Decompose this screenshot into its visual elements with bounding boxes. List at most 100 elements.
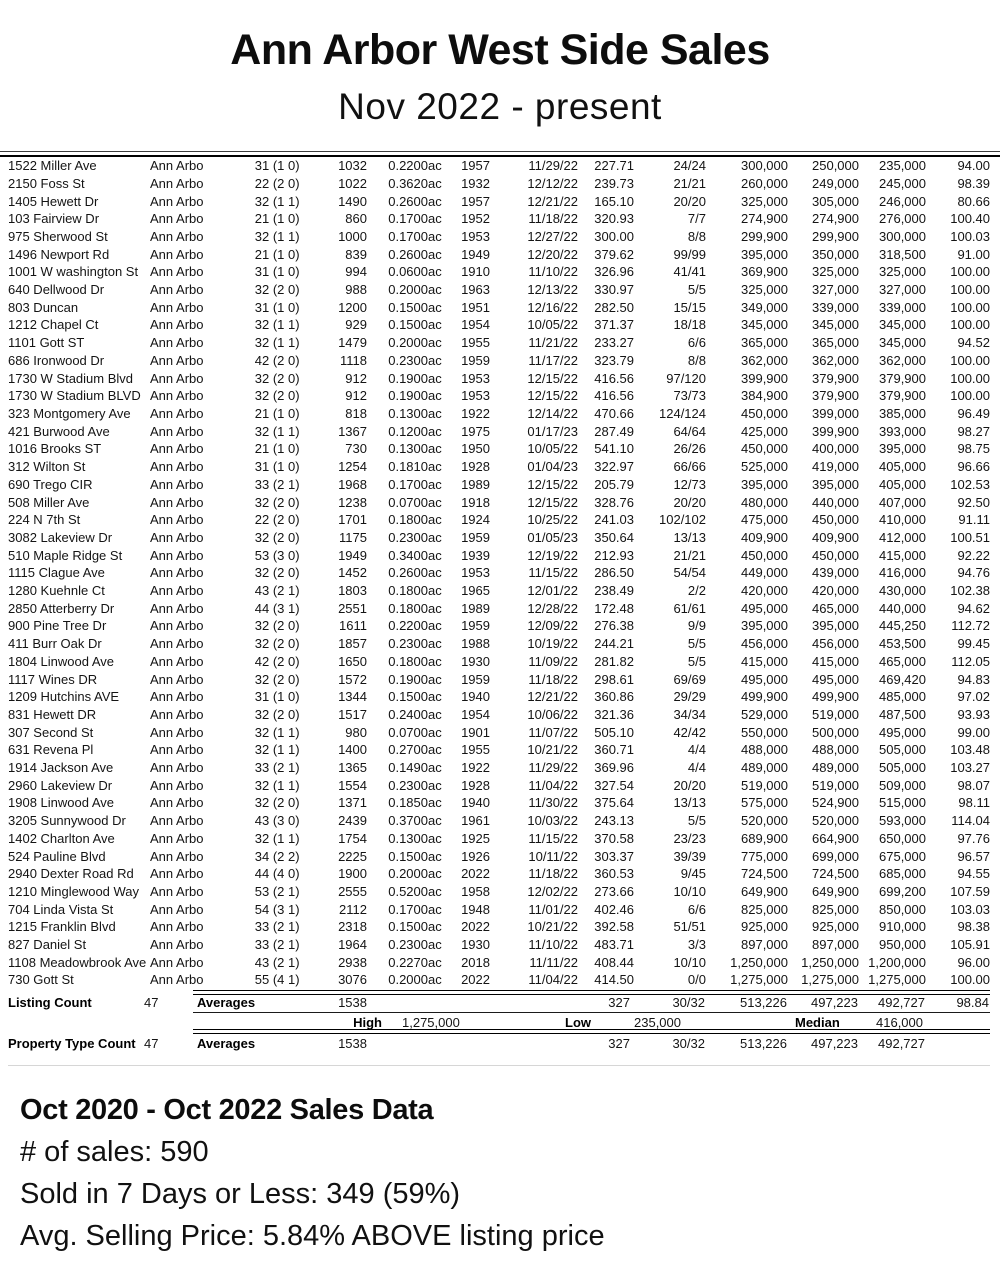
cell-sold-pct: 94.00 xyxy=(957,158,990,174)
cell-acres: 0.1700 xyxy=(388,228,428,244)
cell-sold-price: 407,000 xyxy=(879,494,926,510)
cell-sold-price: 412,000 xyxy=(879,529,926,545)
cell-sqft: 1118 xyxy=(340,352,367,368)
cell-dom: 6/6 xyxy=(687,335,706,351)
cell-sqft: 1371 xyxy=(338,795,367,811)
cell-year-built: 1952 xyxy=(461,211,490,227)
cell-baths: 2 (1 1) xyxy=(262,742,300,758)
cell-price-per-sqft: 327.54 xyxy=(594,777,634,793)
cell-original-price: 575,000 xyxy=(741,795,788,811)
cell-price-per-sqft: 350.64 xyxy=(594,529,634,545)
cell-price-per-sqft: 360.53 xyxy=(594,866,634,882)
cell-list-price: 399,000 xyxy=(812,405,859,421)
cell-price-per-sqft: 165.10 xyxy=(594,193,634,209)
table-row: 3205 Sunnywood Dr Ann Arbo 4 3 (3 0) 2439 0.3… xyxy=(8,812,990,830)
cell-city: Ann Arbo xyxy=(150,600,204,616)
cell-sold-pct: 100.00 xyxy=(950,388,990,404)
table-row: 1280 Kuehnle Ct Ann Arbo 4 3 (2 1) 1803 0.180… xyxy=(8,582,990,600)
cell-original-price: 325,000 xyxy=(741,282,788,298)
cell-dom: 69/69 xyxy=(673,671,706,687)
cell-address: 1016 Brooks ST xyxy=(8,441,102,457)
cell-sold-pct: 91.11 xyxy=(958,512,990,528)
cell-original-price: 369,900 xyxy=(741,264,788,280)
cell-beds: 4 xyxy=(254,954,262,970)
cell-price-per-sqft: 360.71 xyxy=(594,742,634,758)
cell-acres: 0.1800 xyxy=(388,583,428,599)
cell-sale-date: 11/09/22 xyxy=(528,653,578,669)
avg-price-per-sqft: 327 xyxy=(608,995,630,1011)
cell-acres: 0.3700 xyxy=(388,813,428,829)
cell-address: 640 Dellwood Dr xyxy=(8,282,105,298)
cell-price-per-sqft: 273.66 xyxy=(594,883,634,899)
cell-acres: 0.1500 xyxy=(388,317,428,333)
cell-sold-pct: 98.11 xyxy=(958,795,990,811)
cell-price-per-sqft: 303.37 xyxy=(594,848,634,864)
cell-beds: 3 xyxy=(254,423,262,439)
cell-sale-date: 11/01/22 xyxy=(528,901,578,917)
cell-sqft: 1000 xyxy=(338,228,367,244)
cell-baths: 1 (1 0) xyxy=(262,405,300,421)
property-type-count-value: 47 xyxy=(144,1036,159,1052)
cell-sold-pct: 100.00 xyxy=(950,282,990,298)
cell-baths: 4 (3 1) xyxy=(262,600,300,616)
cell-year-built: 1953 xyxy=(461,228,490,244)
cell-sold-pct: 94.52 xyxy=(957,335,990,351)
table-row: 1730 W Stadium Blvd Ann Arbo 3 2 (2 0) 912 0.… xyxy=(8,370,990,388)
table-row: 900 Pine Tree Dr Ann Arbo 3 2 (2 0) 1611 0.22… xyxy=(8,617,990,635)
summary-mid-rule xyxy=(193,1012,990,1014)
cell-acres-unit: ac xyxy=(428,370,442,386)
cell-sold-pct: 105.91 xyxy=(950,937,990,953)
cell-sold-pct: 107.59 xyxy=(950,883,990,899)
cell-acres-unit: ac xyxy=(428,706,442,722)
cell-sale-date: 12/01/22 xyxy=(527,583,578,599)
cell-sale-date: 11/21/22 xyxy=(528,335,578,351)
cell-sold-pct: 102.53 xyxy=(950,476,990,492)
cell-city: Ann Arbo xyxy=(150,866,204,882)
cell-sqft: 2551 xyxy=(338,600,367,616)
cell-beds: 5 xyxy=(254,883,262,899)
cell-acres-unit: ac xyxy=(428,423,442,439)
cell-city: Ann Arbo xyxy=(150,636,204,652)
cell-list-price: 925,000 xyxy=(812,919,859,935)
cell-sale-date: 10/25/22 xyxy=(527,512,578,528)
page-title: Ann Arbor West Side Sales xyxy=(230,26,770,74)
cell-address: 1402 Charlton Ave xyxy=(8,830,115,846)
avg-list-price: 497,223 xyxy=(811,995,858,1011)
cell-city: Ann Arbo xyxy=(150,937,204,953)
cell-dom: 15/15 xyxy=(673,299,706,315)
cell-year-built: 2018 xyxy=(461,954,490,970)
cell-list-price: 450,000 xyxy=(812,512,859,528)
cell-acres-unit: ac xyxy=(428,335,442,351)
cell-city: Ann Arbo xyxy=(150,919,204,935)
cell-acres: 0.0600 xyxy=(388,264,428,280)
table-row: 1405 Hewett Dr Ann Arbo 3 2 (1 1) 1490 0.2600… xyxy=(8,193,990,211)
cell-sold-price: 385,000 xyxy=(879,405,926,421)
cell-sale-date: 10/19/22 xyxy=(527,636,578,652)
cell-dom: 4/4 xyxy=(687,742,706,758)
cell-sold-price: 650,000 xyxy=(879,830,926,846)
footer-heading: Oct 2020 - Oct 2022 Sales Data xyxy=(20,1094,434,1127)
cell-sqft: 1365 xyxy=(338,760,367,776)
footer-line-avg-selling-price: Avg. Selling Price: 5.84% ABOVE listing … xyxy=(20,1220,605,1253)
cell-original-price: 384,900 xyxy=(741,388,788,404)
cell-original-price: 925,000 xyxy=(741,919,788,935)
cell-sale-date: 10/05/22 xyxy=(527,441,578,457)
cell-year-built: 1925 xyxy=(461,830,490,846)
cell-address: 827 Daniel St xyxy=(8,937,87,953)
cell-beds: 3 xyxy=(254,618,262,634)
cell-acres: 0.2300 xyxy=(388,777,428,793)
cell-acres-unit: ac xyxy=(428,919,442,935)
cell-sold-price: 345,000 xyxy=(879,335,926,351)
cell-acres-unit: ac xyxy=(428,600,442,616)
cell-sqft: 1238 xyxy=(338,494,367,510)
cell-dom: 42/42 xyxy=(673,724,706,740)
cell-dom: 24/24 xyxy=(673,158,706,174)
cell-sold-pct: 114.04 xyxy=(951,813,990,829)
cell-list-price: 395,000 xyxy=(812,618,859,634)
cell-baths: 2 (1 1) xyxy=(262,228,300,244)
cell-acres: 0.1300 xyxy=(388,830,428,846)
cell-baths: 4 (3 1) xyxy=(262,901,300,917)
cell-city: Ann Arbo xyxy=(150,193,204,209)
cell-address: 307 Second St xyxy=(8,724,94,740)
